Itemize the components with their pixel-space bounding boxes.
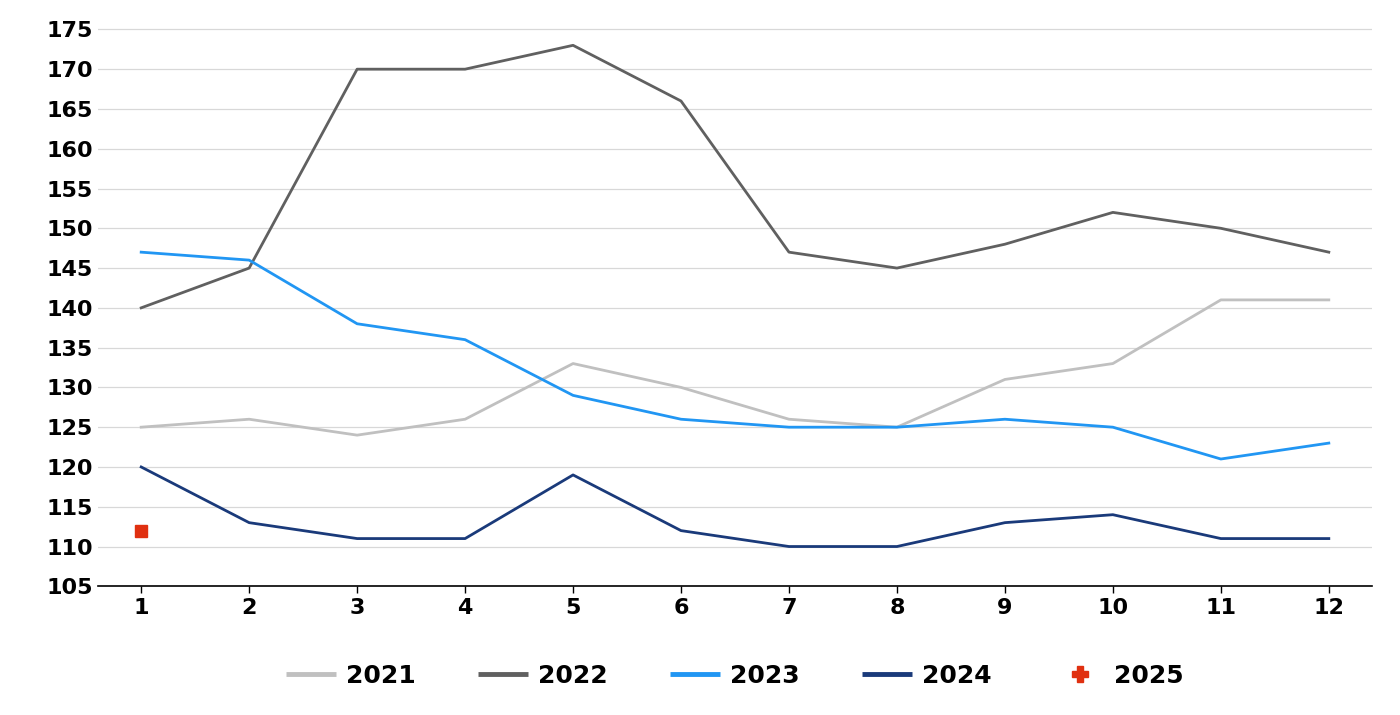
Legend: 2021, 2022, 2023, 2024, 2025: 2021, 2022, 2023, 2024, 2025 (276, 654, 1194, 698)
